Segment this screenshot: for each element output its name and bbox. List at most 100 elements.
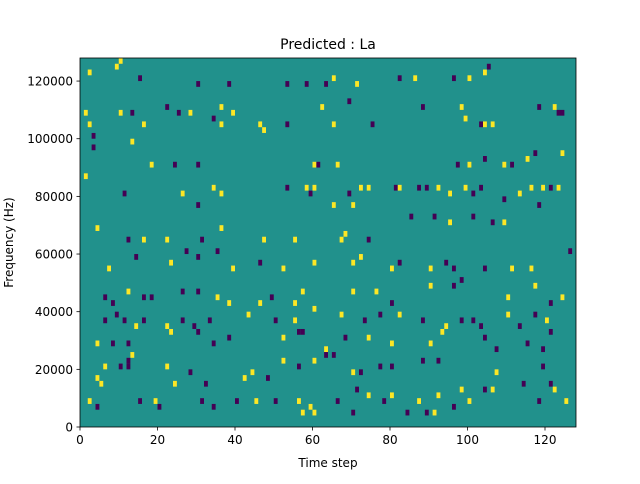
heatmap-cell (316, 161, 321, 168)
heatmap-cell (490, 219, 495, 226)
heatmap-cell (122, 190, 127, 197)
heatmap-cell (103, 294, 108, 301)
heatmap-cell (219, 121, 224, 128)
heatmap-cell (169, 259, 173, 266)
heatmap-cell (331, 352, 336, 358)
heatmap-cell (138, 75, 142, 82)
heatmap-cell (207, 317, 212, 324)
heatmap-cell (173, 161, 177, 168)
heatmap-cell (130, 352, 135, 358)
heatmap-cell (130, 109, 135, 116)
y-tick-label: 80000 (35, 190, 73, 204)
x-axis-label: Time step (297, 456, 357, 470)
heatmap-cell (417, 184, 421, 191)
heatmap-cell (533, 282, 538, 289)
heatmap-cell (471, 190, 476, 197)
heatmap-cell (297, 328, 301, 335)
heatmap-cell (200, 398, 204, 404)
heatmap-cell (413, 75, 418, 82)
plot-area (79, 57, 577, 428)
heatmap-cell (479, 323, 483, 329)
heatmap-cell (479, 184, 483, 191)
heatmap-cell (366, 392, 371, 399)
heatmap-cell (331, 75, 336, 82)
heatmap-cell (560, 294, 565, 301)
heatmap-cell (300, 288, 305, 295)
heatmap-cell (560, 109, 565, 116)
heatmap-cell (231, 265, 235, 272)
heatmap-cell (258, 259, 263, 266)
heatmap-cell (459, 104, 464, 110)
heatmap-cell (366, 334, 371, 341)
heatmap-cell (359, 369, 363, 376)
x-tick-label: 20 (150, 433, 165, 447)
heatmap-cell (479, 121, 483, 128)
heatmap-cell (537, 104, 542, 110)
heatmap-cell (87, 398, 92, 404)
heatmap-cell (548, 328, 553, 335)
heatmap-cell (525, 340, 530, 347)
heatmap-cell (219, 190, 224, 197)
heatmap-cell (483, 334, 487, 341)
heatmap-cell (331, 202, 336, 208)
heatmap-cell (269, 294, 274, 301)
heatmap-cell (502, 219, 507, 226)
heatmap-cell (366, 236, 371, 243)
heatmap-cell (157, 403, 162, 410)
heatmap-cell (359, 254, 363, 260)
heatmap-cell (211, 184, 216, 191)
x-axis: 0 20 40 60 80 100 120 (76, 427, 556, 447)
heatmap-cell (432, 213, 437, 220)
x-tick-label: 100 (456, 433, 479, 447)
heatmap-cell (382, 398, 387, 404)
y-tick-label: 40000 (35, 305, 73, 319)
heatmap-cell (452, 282, 456, 289)
heatmap-cell (436, 184, 441, 191)
heatmap-cell (308, 190, 313, 197)
heatmap-cell (142, 236, 146, 243)
heatmap-cell (502, 196, 507, 203)
heatmap-cell (517, 323, 522, 329)
heatmap-cell (114, 63, 119, 70)
heatmap-cell (304, 81, 309, 87)
heatmap-cell (564, 398, 569, 404)
heatmap-cell (231, 109, 235, 116)
heatmap-cell (502, 161, 507, 168)
heatmap-cell (494, 346, 499, 353)
heatmap-cell (397, 311, 402, 318)
heatmap-cell (262, 236, 266, 243)
y-axis-label: Frequency (Hz) (2, 197, 16, 288)
heatmap-cell (227, 81, 232, 87)
heatmap-cell (424, 184, 429, 191)
heatmap-cell (114, 311, 119, 318)
heatmap-cell (428, 340, 433, 347)
heatmap-cell (494, 369, 499, 376)
heatmap-cell (95, 403, 100, 410)
y-tick-label: 0 (65, 421, 73, 435)
heatmap-cell (355, 81, 359, 87)
y-tick-label: 20000 (35, 363, 73, 377)
heatmap-cell (250, 369, 255, 376)
heatmap-cell (537, 202, 542, 208)
heatmap-cell (169, 328, 173, 335)
heatmap-cell (297, 363, 301, 370)
heatmap-cell (448, 219, 452, 226)
heatmap-cell (273, 317, 278, 324)
heatmap-cell (436, 392, 441, 399)
heatmap-cell (227, 300, 232, 306)
heatmap-cell (548, 184, 553, 191)
y-tick-label: 120000 (27, 75, 73, 89)
heatmap-cell (424, 409, 429, 416)
heatmap-cell (324, 81, 328, 87)
heatmap-cell (196, 254, 201, 260)
heatmap-cell (165, 236, 170, 243)
heatmap-cell (490, 386, 495, 393)
x-tick-label: 0 (76, 433, 84, 447)
heatmap-cell (366, 184, 371, 191)
heatmap-cell (467, 398, 472, 404)
heatmap-cell (533, 150, 538, 157)
heatmap-cell (506, 294, 511, 301)
heatmap-cell (184, 248, 189, 255)
heatmap-cell (397, 184, 402, 191)
heatmap-cell (118, 109, 123, 116)
